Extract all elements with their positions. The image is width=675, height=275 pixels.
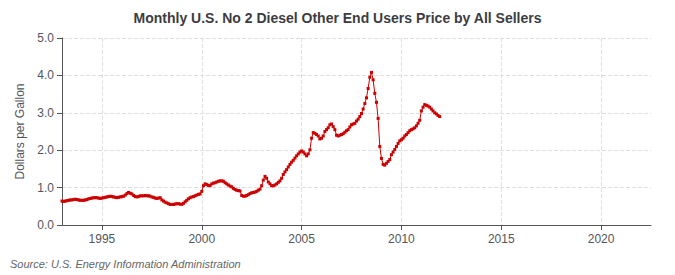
svg-text:Dollars per Gallon: Dollars per Gallon — [13, 83, 27, 179]
svg-text:Monthly U.S. No 2 Diesel Other: Monthly U.S. No 2 Diesel Other End Users… — [134, 10, 542, 26]
svg-text:2000: 2000 — [188, 232, 215, 246]
svg-text:1995: 1995 — [89, 232, 116, 246]
svg-text:5.0: 5.0 — [37, 31, 54, 45]
svg-text:Source: U.S. Energy Informatio: Source: U.S. Energy Information Administ… — [10, 258, 241, 270]
svg-text:0.0: 0.0 — [37, 218, 54, 232]
svg-text:3.0: 3.0 — [37, 106, 54, 120]
svg-text:2010: 2010 — [388, 232, 415, 246]
svg-text:2020: 2020 — [588, 232, 615, 246]
svg-text:4.0: 4.0 — [37, 68, 54, 82]
svg-text:2015: 2015 — [488, 232, 515, 246]
svg-text:2.0: 2.0 — [37, 143, 54, 157]
svg-text:2005: 2005 — [288, 232, 315, 246]
svg-text:1.0: 1.0 — [37, 181, 54, 195]
